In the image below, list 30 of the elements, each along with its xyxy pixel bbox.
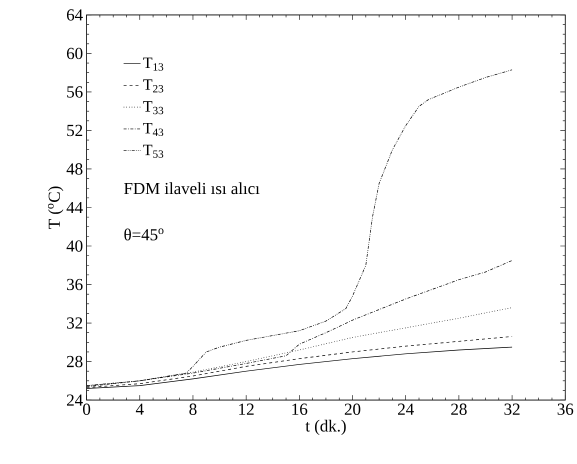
legend-label: T$_{13}$ [143,58,164,71]
annotation: FDM ilaveli ısı alıcı [124,182,260,194]
y-tick-label: 44 [66,202,83,214]
y-tick-label: 24 [66,394,83,406]
x-tick-label: 12 [239,404,254,415]
y-tick-label: 48 [66,163,82,175]
legend-label: T$_{43}$ [143,123,164,136]
x-tick-label: 0 [83,404,90,416]
x-tick-label: 4 [136,404,144,415]
x-axis-title: t (dk.) [306,420,346,436]
x-tick-label: 16 [292,404,308,416]
annotation: θ=45$^{o}$ [124,228,164,241]
y-tick-label: 60 [66,48,82,60]
y-tick-label: 40 [66,240,82,252]
x-tick-label: 8 [189,404,197,416]
legend-label: T$_{33}$ [143,101,164,114]
y-tick-label: 52 [67,124,82,136]
x-tick-label: 24 [398,404,414,415]
y-tick-label: 32 [67,317,82,329]
x-tick-label: 28 [451,404,467,416]
x-tick-label: 20 [344,404,360,416]
x-tick-label: 36 [558,404,574,416]
y-tick-label: 28 [66,356,82,368]
y-tick-label: 56 [67,86,83,98]
y-tick-label: 64 [66,9,83,21]
y-axis-title: T ($^{o}$C) [48,186,64,229]
legend-label: T$_{23}$ [143,80,164,93]
legend-label: T$_{53}$ [143,144,164,158]
y-tick-label: 36 [67,278,83,290]
x-tick-label: 32 [504,404,520,416]
